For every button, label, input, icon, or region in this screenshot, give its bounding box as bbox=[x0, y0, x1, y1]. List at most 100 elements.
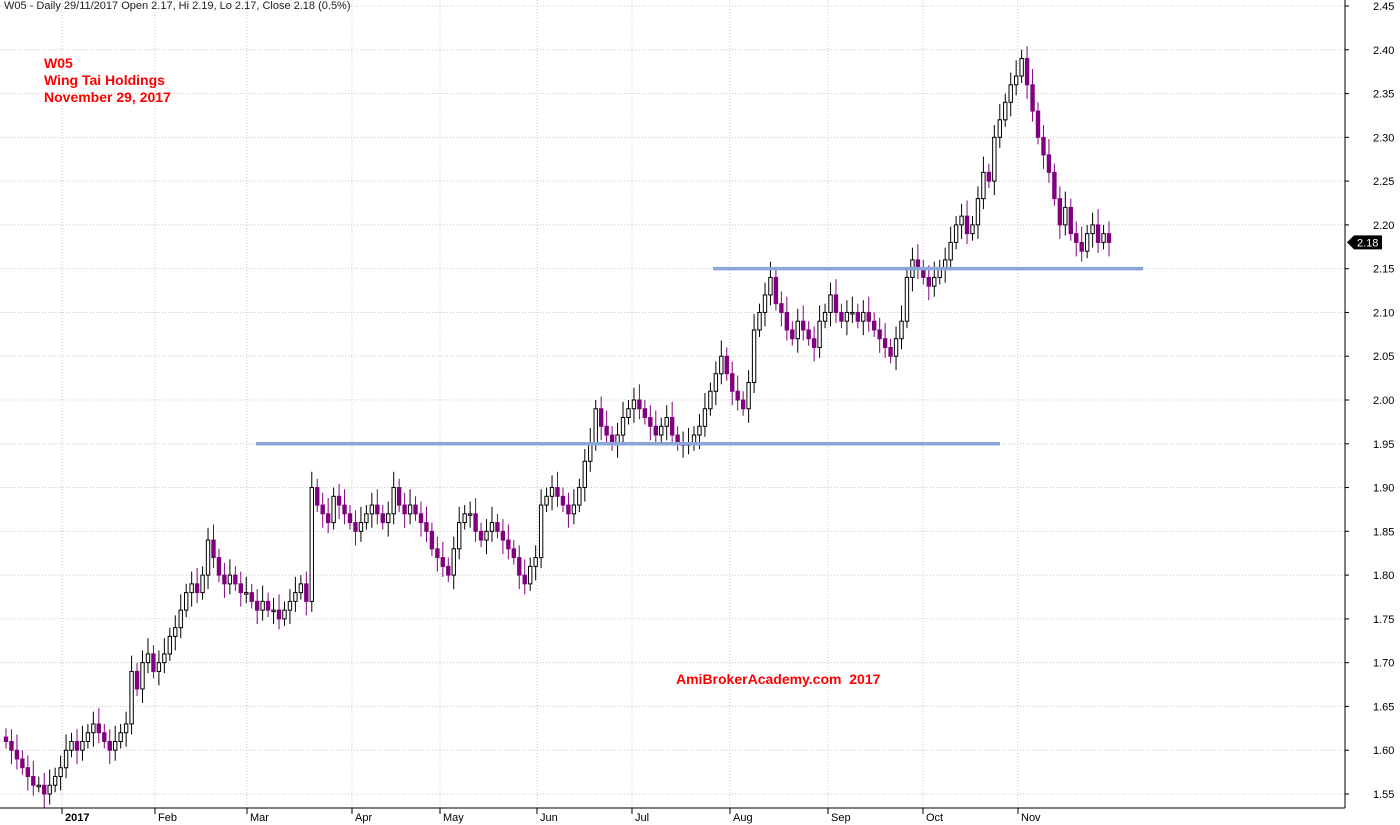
candle-up bbox=[861, 311, 866, 322]
grid-layer bbox=[0, 0, 1345, 808]
y-tick-label: 2.25 bbox=[1373, 176, 1394, 188]
candle-down bbox=[560, 495, 566, 506]
candle-down bbox=[839, 311, 844, 322]
candle-down bbox=[1046, 154, 1052, 173]
candle-down bbox=[1035, 110, 1041, 138]
candle-down bbox=[3, 736, 9, 742]
candle-down bbox=[790, 329, 795, 340]
y-tick-label: 2.05 bbox=[1373, 351, 1394, 363]
candle-down bbox=[134, 670, 140, 690]
candle-up bbox=[708, 390, 713, 410]
candle-up bbox=[451, 548, 456, 576]
candle-down bbox=[25, 767, 31, 777]
support-lines bbox=[256, 266, 1143, 446]
candle-down bbox=[648, 417, 653, 427]
candle-down bbox=[773, 276, 779, 305]
candle-up bbox=[697, 425, 702, 436]
candle-up bbox=[200, 574, 205, 594]
candle-down bbox=[440, 557, 446, 567]
candle-down bbox=[522, 574, 527, 585]
candle-down bbox=[730, 373, 735, 392]
candle-down bbox=[265, 600, 271, 611]
candle-up bbox=[282, 609, 287, 620]
candle-down bbox=[380, 513, 385, 524]
x-tick-label: Aug bbox=[733, 812, 753, 824]
candle-down bbox=[669, 417, 675, 436]
candle-down bbox=[555, 487, 560, 497]
candle-down bbox=[1030, 84, 1035, 112]
annotation-date: November 29, 2017 bbox=[44, 89, 171, 105]
candle-down bbox=[396, 487, 402, 506]
candle-down bbox=[1079, 241, 1084, 252]
candle-down bbox=[1057, 198, 1063, 226]
annotation-symbol: W05 bbox=[44, 55, 73, 71]
candle-up bbox=[167, 635, 173, 655]
candle-down bbox=[740, 399, 746, 410]
y-tick-label: 2.35 bbox=[1373, 89, 1394, 101]
candle-up bbox=[620, 417, 626, 436]
chart-header: W05 - Daily 29/11/2017 Open 2.17, Hi 2.1… bbox=[4, 0, 351, 12]
candle-up bbox=[298, 583, 304, 594]
candle-up bbox=[762, 294, 768, 313]
candle-down bbox=[833, 294, 839, 313]
candle-up bbox=[140, 662, 145, 690]
candle-up bbox=[844, 311, 850, 322]
candle-down bbox=[735, 390, 740, 401]
y-tick-label: 1.75 bbox=[1373, 614, 1394, 626]
candle-down bbox=[784, 311, 790, 331]
y-tick-label: 1.95 bbox=[1373, 439, 1394, 451]
candle-up bbox=[129, 670, 134, 725]
candle-down bbox=[473, 513, 478, 532]
candle-up bbox=[331, 495, 336, 524]
x-tick-label: 2017 bbox=[65, 812, 89, 824]
candle-down bbox=[325, 513, 331, 524]
candle-down bbox=[424, 522, 429, 532]
candle-down bbox=[238, 583, 243, 594]
candle-down bbox=[249, 592, 254, 602]
candle-up bbox=[631, 399, 637, 410]
candle-up bbox=[588, 443, 593, 462]
y-tick-label: 1.85 bbox=[1373, 526, 1394, 538]
candle-down bbox=[801, 320, 806, 331]
last-price-badge bbox=[1347, 235, 1382, 250]
y-tick-label: 1.55 bbox=[1373, 789, 1394, 801]
candle-down bbox=[233, 574, 238, 585]
y-tick-label: 2.15 bbox=[1373, 264, 1394, 276]
candle-down bbox=[446, 565, 451, 576]
candle-up bbox=[932, 276, 937, 287]
x-tick-label: Jul bbox=[635, 812, 649, 824]
candle-up bbox=[953, 224, 959, 243]
candle-down bbox=[517, 557, 522, 576]
candle-down bbox=[194, 583, 200, 594]
candle-up bbox=[271, 609, 276, 613]
candle-up bbox=[407, 504, 413, 515]
candle-up bbox=[795, 320, 800, 340]
candle-up bbox=[970, 224, 975, 235]
candle-up bbox=[227, 574, 233, 585]
candle-down bbox=[1041, 136, 1046, 156]
candle-up bbox=[768, 276, 773, 296]
candle-up bbox=[626, 408, 631, 419]
candle-up bbox=[162, 653, 167, 664]
candle-down bbox=[320, 504, 325, 515]
candle-down bbox=[653, 425, 658, 436]
candle-up bbox=[702, 408, 708, 427]
y-tick-label: 2.30 bbox=[1373, 132, 1394, 144]
candle-up bbox=[457, 522, 462, 550]
candle-up bbox=[751, 329, 757, 383]
candle-up bbox=[533, 557, 538, 567]
candle-down bbox=[986, 171, 992, 182]
candle-down bbox=[598, 408, 604, 427]
y-tick-label: 1.90 bbox=[1373, 483, 1394, 495]
candle-down bbox=[724, 355, 729, 375]
candle-down bbox=[31, 775, 36, 786]
candle-down bbox=[435, 548, 440, 559]
candle-down bbox=[642, 408, 648, 419]
candle-up bbox=[91, 723, 96, 734]
x-tick-label: Apr bbox=[355, 812, 372, 824]
candle-down bbox=[347, 513, 353, 524]
candle-up bbox=[713, 373, 719, 392]
candle-up bbox=[746, 381, 751, 410]
candle-up bbox=[69, 740, 74, 751]
candle-down bbox=[566, 504, 571, 515]
